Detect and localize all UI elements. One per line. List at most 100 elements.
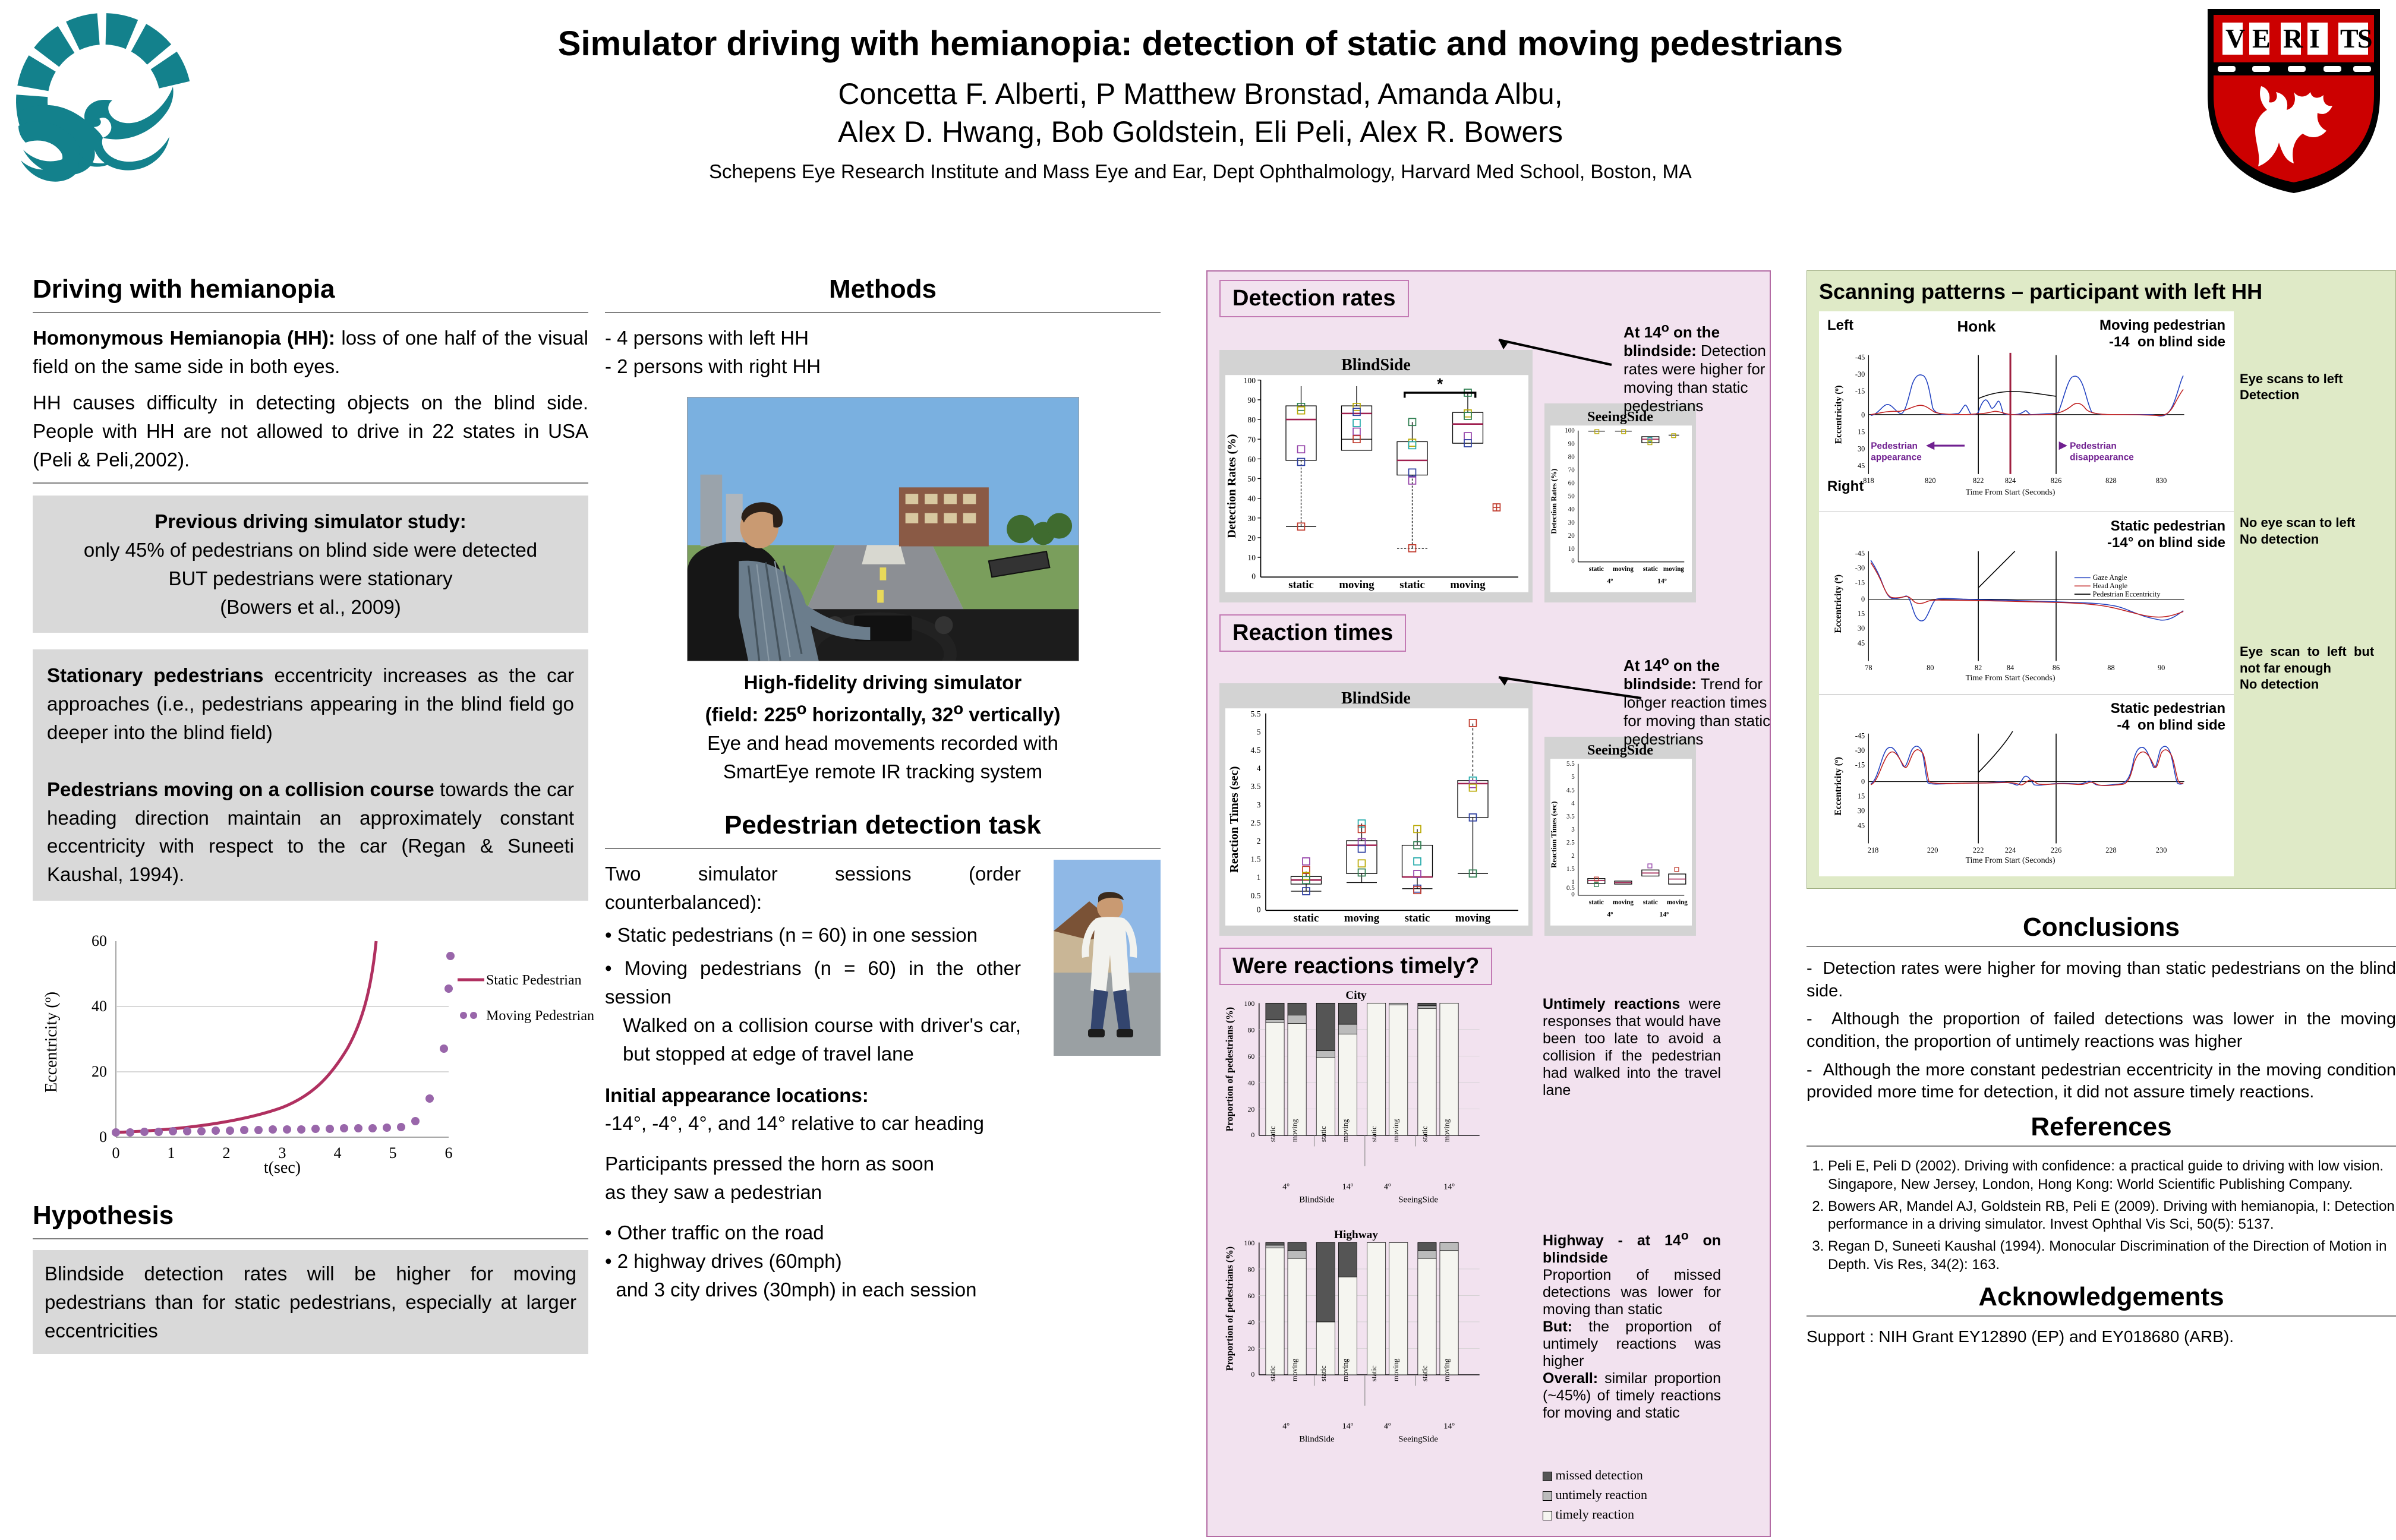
svg-text:Time From Start (Seconds): Time From Start (Seconds) bbox=[1966, 673, 2055, 683]
svg-text:1.5: 1.5 bbox=[1251, 855, 1261, 864]
svg-text:static: static bbox=[1268, 1126, 1276, 1142]
svg-text:static: static bbox=[1589, 566, 1604, 573]
svg-text:-15: -15 bbox=[1855, 387, 1865, 395]
svg-text:228: 228 bbox=[2105, 846, 2116, 854]
svg-text:80: 80 bbox=[1247, 1025, 1254, 1034]
svg-text:45: 45 bbox=[1858, 821, 1865, 829]
svg-text:20: 20 bbox=[92, 1063, 107, 1080]
svg-text:30: 30 bbox=[1858, 624, 1865, 633]
svg-text:moving: moving bbox=[1291, 1358, 1299, 1381]
svg-text:0: 0 bbox=[112, 1144, 120, 1162]
svg-text:-30: -30 bbox=[1855, 746, 1865, 755]
svg-text:Eccentricity (o): Eccentricity (o) bbox=[1833, 386, 1844, 444]
svg-text:14o: 14o bbox=[1443, 1421, 1455, 1431]
svg-text:0: 0 bbox=[1861, 411, 1865, 419]
svg-text:appearance: appearance bbox=[1871, 453, 1922, 463]
svg-text:5.5: 5.5 bbox=[1566, 760, 1575, 768]
svg-text:Detection Rates (%): Detection Rates (%) bbox=[1550, 469, 1558, 534]
svg-text:222: 222 bbox=[1973, 846, 1984, 854]
svg-text:2.5: 2.5 bbox=[1566, 840, 1575, 847]
svg-text:4.5: 4.5 bbox=[1251, 746, 1261, 755]
svg-text:Reaction Times (sec): Reaction Times (sec) bbox=[1228, 766, 1241, 873]
svg-text:*: * bbox=[1437, 376, 1443, 393]
svg-text:City: City bbox=[1345, 989, 1367, 1002]
svg-text:0: 0 bbox=[1251, 572, 1256, 581]
svg-text:80: 80 bbox=[1247, 1265, 1254, 1273]
svg-text:80: 80 bbox=[1927, 664, 1934, 672]
svg-text:2.5: 2.5 bbox=[1251, 818, 1261, 827]
svg-text:BlindSide: BlindSide bbox=[1299, 1435, 1335, 1444]
svg-text:static: static bbox=[1370, 1365, 1378, 1381]
svg-text:-15: -15 bbox=[1855, 579, 1865, 587]
svg-text:218: 218 bbox=[1868, 846, 1878, 854]
svg-text:0: 0 bbox=[1571, 891, 1575, 898]
svg-text:230: 230 bbox=[2156, 846, 2167, 854]
svg-text:t(sec): t(sec) bbox=[264, 1159, 301, 1177]
svg-text:826: 826 bbox=[2051, 476, 2061, 485]
svg-text:0: 0 bbox=[1257, 905, 1261, 914]
svg-text:100: 100 bbox=[1244, 376, 1256, 385]
svg-text:Reaction Times (sec): Reaction Times (sec) bbox=[1550, 801, 1558, 868]
svg-text:moving: moving bbox=[1392, 1358, 1400, 1381]
svg-text:4o: 4o bbox=[1384, 1181, 1391, 1191]
svg-text:224: 224 bbox=[2005, 846, 2016, 854]
svg-text:static: static bbox=[1405, 912, 1430, 924]
svg-text:30: 30 bbox=[1568, 519, 1575, 526]
svg-text:10: 10 bbox=[1568, 545, 1575, 553]
svg-text:40: 40 bbox=[1568, 506, 1575, 513]
svg-text:70: 70 bbox=[1568, 466, 1575, 474]
svg-text:SeeingSide: SeeingSide bbox=[1398, 1435, 1438, 1444]
svg-text:30: 30 bbox=[1247, 514, 1256, 523]
svg-text:5: 5 bbox=[389, 1144, 397, 1162]
svg-text:moving: moving bbox=[1339, 579, 1374, 591]
svg-text:static: static bbox=[1420, 1365, 1429, 1381]
svg-text:40: 40 bbox=[1247, 1318, 1254, 1326]
svg-text:3.5: 3.5 bbox=[1566, 813, 1575, 821]
svg-text:100: 100 bbox=[1565, 427, 1575, 434]
svg-text:20: 20 bbox=[1568, 532, 1575, 539]
svg-text:86: 86 bbox=[2053, 664, 2060, 672]
svg-text:90: 90 bbox=[2158, 664, 2165, 672]
svg-text:Gaze Angle: Gaze Angle bbox=[2093, 573, 2127, 582]
svg-text:50: 50 bbox=[1247, 475, 1256, 484]
svg-text:I: I bbox=[2309, 23, 2320, 53]
svg-text:Proportion of pedestrians (%): Proportion of pedestrians (%) bbox=[1224, 1246, 1235, 1371]
svg-text:-45: -45 bbox=[1855, 353, 1865, 361]
svg-text:0.5: 0.5 bbox=[1251, 891, 1261, 900]
svg-text:45: 45 bbox=[1858, 639, 1865, 647]
svg-text:828: 828 bbox=[2105, 476, 2116, 485]
svg-text:4: 4 bbox=[1257, 764, 1261, 773]
svg-text:0: 0 bbox=[1251, 1131, 1254, 1139]
svg-text:Moving Pedestrian: Moving Pedestrian bbox=[486, 1008, 594, 1024]
svg-text:V: V bbox=[2225, 23, 2245, 53]
svg-text:30: 30 bbox=[1858, 807, 1865, 815]
svg-text:-30: -30 bbox=[1855, 564, 1865, 572]
svg-text:60: 60 bbox=[1247, 1052, 1254, 1061]
svg-text:80: 80 bbox=[1568, 453, 1575, 460]
svg-text:40: 40 bbox=[1247, 494, 1256, 503]
svg-text:88: 88 bbox=[2107, 664, 2114, 672]
svg-text:static: static bbox=[1370, 1126, 1378, 1142]
svg-text:moving: moving bbox=[1392, 1119, 1400, 1142]
svg-text:R: R bbox=[2283, 23, 2303, 53]
svg-text:100: 100 bbox=[1244, 999, 1255, 1008]
svg-text:5: 5 bbox=[1571, 774, 1575, 781]
svg-text:14o: 14o bbox=[1443, 1181, 1455, 1191]
svg-text:0: 0 bbox=[1251, 1370, 1254, 1378]
svg-text:Eccentricity (o): Eccentricity (o) bbox=[41, 992, 61, 1093]
svg-text:0: 0 bbox=[99, 1128, 107, 1145]
svg-text:14o: 14o bbox=[1342, 1181, 1354, 1191]
svg-text:100: 100 bbox=[1244, 1239, 1255, 1247]
svg-text:moving: moving bbox=[1443, 1119, 1451, 1142]
svg-text:-45: -45 bbox=[1855, 731, 1865, 740]
svg-text:-45: -45 bbox=[1855, 549, 1865, 557]
svg-text:static: static bbox=[1399, 579, 1425, 591]
svg-text:Highway: Highway bbox=[1334, 1229, 1378, 1241]
svg-text:830: 830 bbox=[2156, 476, 2167, 485]
svg-text:moving: moving bbox=[1613, 899, 1634, 906]
svg-text:10: 10 bbox=[1247, 553, 1256, 562]
svg-text:2: 2 bbox=[223, 1144, 231, 1162]
svg-text:static: static bbox=[1643, 899, 1658, 906]
svg-text:static: static bbox=[1319, 1126, 1328, 1142]
svg-text:Eccentricity (o): Eccentricity (o) bbox=[1833, 575, 1844, 633]
